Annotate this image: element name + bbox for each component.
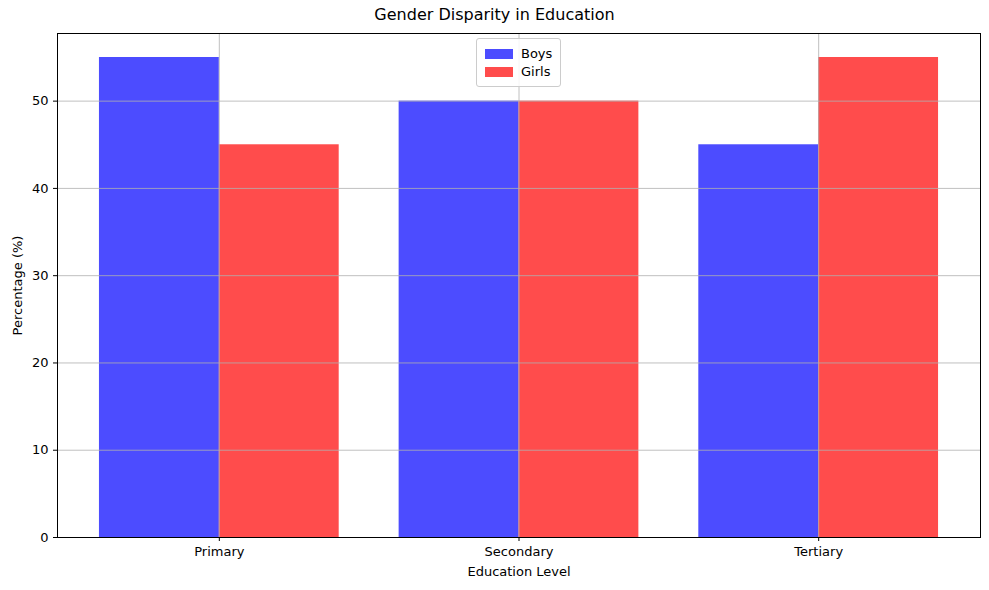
html-text:Gender Disparity in Education: Gender Disparity in Education	[374, 5, 615, 24]
svg-text:Secondary: Secondary	[485, 544, 554, 559]
svg-text:Percentage (%): Percentage (%)	[10, 236, 25, 336]
html-text:Girls: Girls	[521, 64, 551, 79]
svg-text:20: 20	[32, 355, 49, 370]
svg-text:10: 10	[32, 442, 49, 457]
svg-text:50: 50	[32, 93, 49, 108]
html-text:Boys: Boys	[521, 46, 553, 61]
svg-text:0: 0	[40, 530, 48, 545]
svg-text:30: 30	[32, 268, 49, 283]
svg-text:Primary: Primary	[194, 544, 245, 559]
svg-text:40: 40	[32, 181, 49, 196]
svg-text:Tertiary: Tertiary	[793, 544, 843, 559]
svg-text:Education Level: Education Level	[467, 564, 570, 579]
